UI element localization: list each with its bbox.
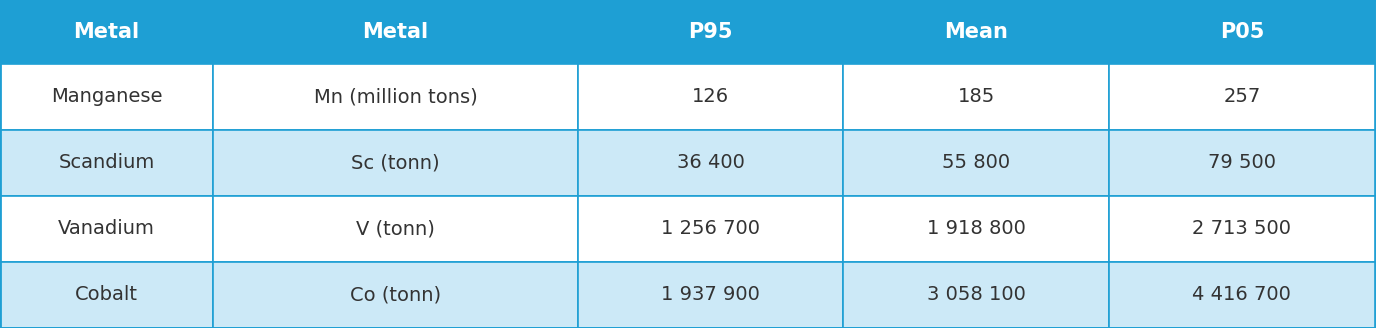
Text: Scandium: Scandium xyxy=(59,154,154,173)
Bar xyxy=(578,130,843,196)
Text: P05: P05 xyxy=(1219,22,1265,42)
Text: V (tonn): V (tonn) xyxy=(356,219,435,238)
Bar xyxy=(843,0,1109,64)
Bar xyxy=(213,0,578,64)
Bar xyxy=(1109,262,1375,328)
Text: Metal: Metal xyxy=(73,22,140,42)
Text: Vanadium: Vanadium xyxy=(58,219,155,238)
Bar xyxy=(213,262,578,328)
Text: 36 400: 36 400 xyxy=(677,154,744,173)
Text: 1 256 700: 1 256 700 xyxy=(662,219,760,238)
Bar xyxy=(0,196,213,262)
Bar xyxy=(578,64,843,130)
Text: 79 500: 79 500 xyxy=(1208,154,1276,173)
Text: 126: 126 xyxy=(692,88,729,107)
Text: P95: P95 xyxy=(688,22,733,42)
Text: 185: 185 xyxy=(958,88,995,107)
Bar xyxy=(843,196,1109,262)
Bar xyxy=(1109,0,1375,64)
Bar xyxy=(1109,130,1375,196)
Text: 257: 257 xyxy=(1223,88,1260,107)
Bar xyxy=(213,196,578,262)
Bar xyxy=(0,130,213,196)
Text: Metal: Metal xyxy=(362,22,429,42)
Text: 3 058 100: 3 058 100 xyxy=(927,285,1025,304)
Text: Cobalt: Cobalt xyxy=(76,285,138,304)
Bar xyxy=(843,130,1109,196)
Bar xyxy=(0,0,213,64)
Bar xyxy=(578,0,843,64)
Bar xyxy=(1109,64,1375,130)
Bar xyxy=(213,64,578,130)
Text: Manganese: Manganese xyxy=(51,88,162,107)
Bar xyxy=(0,262,213,328)
Bar xyxy=(0,64,213,130)
Bar xyxy=(1109,196,1375,262)
Text: 55 800: 55 800 xyxy=(943,154,1010,173)
Bar xyxy=(843,262,1109,328)
Bar xyxy=(578,196,843,262)
Text: Mn (million tons): Mn (million tons) xyxy=(314,88,477,107)
Text: Mean: Mean xyxy=(944,22,1009,42)
Text: 2 713 500: 2 713 500 xyxy=(1193,219,1291,238)
Text: Sc (tonn): Sc (tonn) xyxy=(351,154,440,173)
Text: 1 937 900: 1 937 900 xyxy=(662,285,760,304)
Text: 1 918 800: 1 918 800 xyxy=(927,219,1025,238)
Text: Co (tonn): Co (tonn) xyxy=(350,285,442,304)
Bar xyxy=(578,262,843,328)
Text: 4 416 700: 4 416 700 xyxy=(1193,285,1291,304)
Bar xyxy=(843,64,1109,130)
Bar xyxy=(213,130,578,196)
